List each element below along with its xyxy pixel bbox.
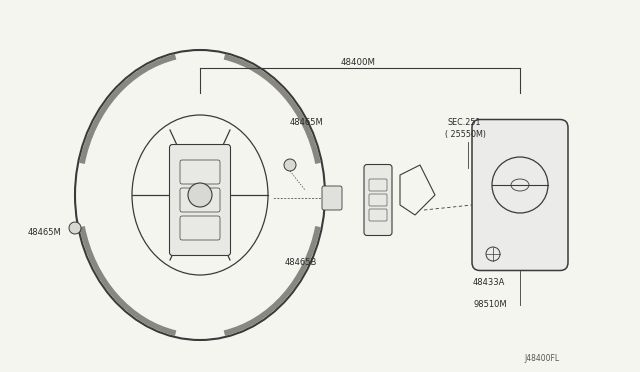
Text: 48465M: 48465M [28,228,61,237]
FancyBboxPatch shape [472,119,568,270]
Circle shape [188,183,212,207]
Text: 48465M: 48465M [290,118,324,127]
Text: 48465B: 48465B [285,258,317,267]
Text: 98510M: 98510M [473,300,507,309]
Circle shape [284,159,296,171]
Text: 48400M: 48400M [340,58,376,67]
FancyBboxPatch shape [170,144,230,256]
Circle shape [69,222,81,234]
Text: ( 25550M): ( 25550M) [445,130,486,139]
FancyBboxPatch shape [322,186,342,210]
Text: SEC.251: SEC.251 [448,118,481,127]
Text: 48433A: 48433A [473,278,506,287]
Text: J48400FL: J48400FL [525,354,560,363]
FancyBboxPatch shape [364,164,392,235]
